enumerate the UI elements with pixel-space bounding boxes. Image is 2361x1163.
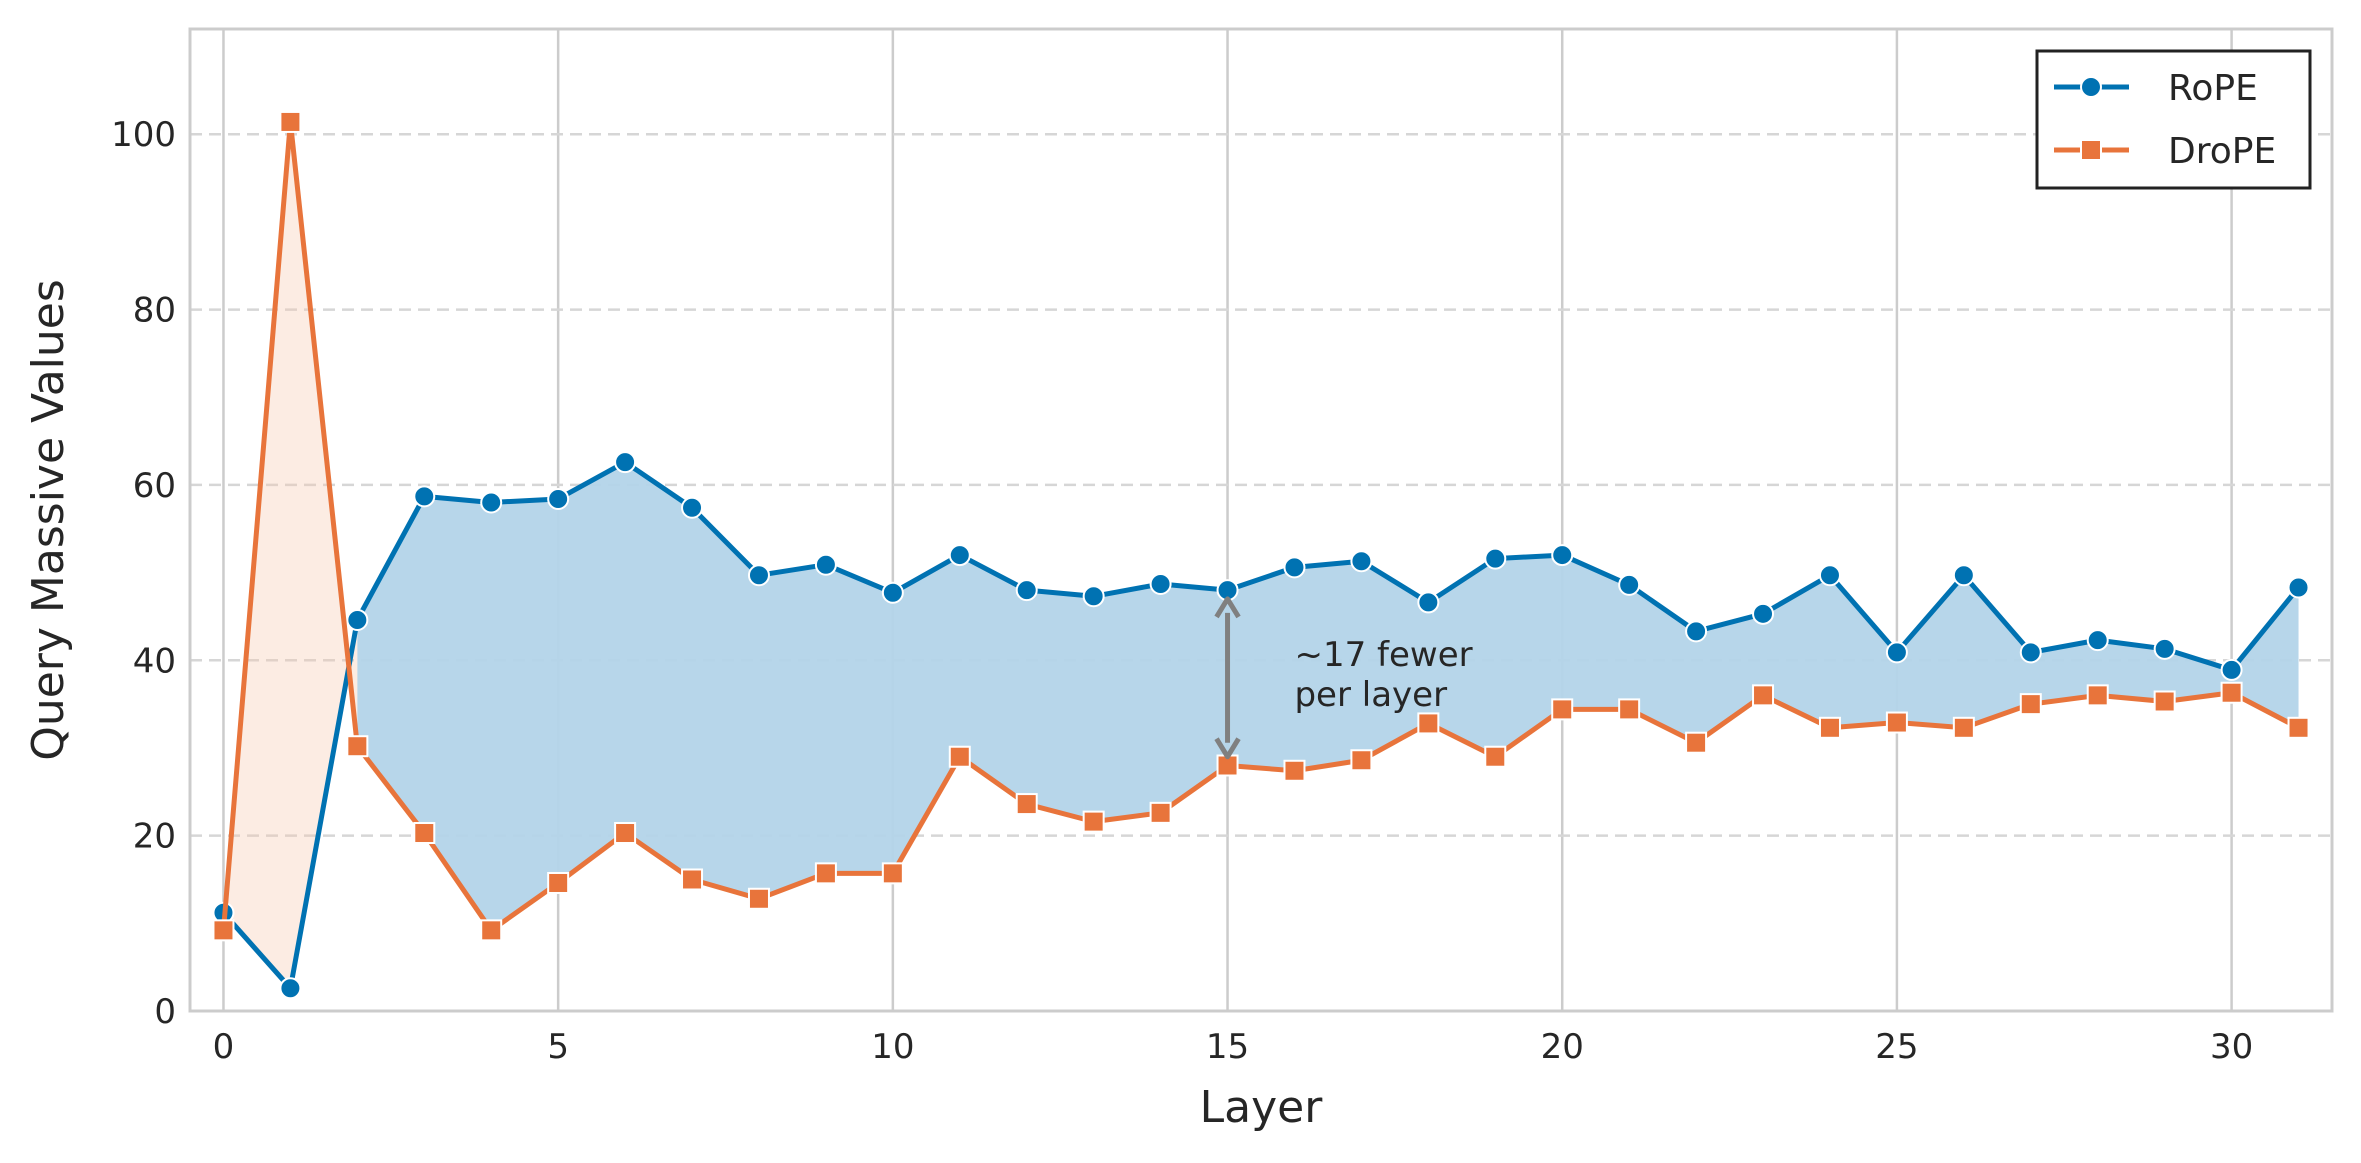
fill-between-area: [223, 121, 2299, 989]
data-point-rope: [881, 581, 904, 604]
annotation-arrow-head-up: [1214, 596, 1241, 619]
data-point-drope: [681, 868, 704, 891]
data-point-rope: [1618, 573, 1641, 596]
data-point-drope: [1818, 716, 1841, 739]
data-point-rope: [1283, 556, 1306, 579]
series-line-rope: [221, 459, 2301, 991]
data-point-drope: [1484, 745, 1507, 768]
y-tick-label: 0: [154, 992, 176, 1032]
x-tick-label: 0: [213, 1027, 235, 1067]
y-tick-label: 100: [111, 115, 176, 155]
x-tick-label: 15: [1206, 1027, 1249, 1067]
y-tick-label: 20: [133, 817, 176, 857]
data-point-rope: [1685, 620, 1708, 643]
data-point-rope: [2153, 637, 2176, 660]
data-point-drope: [1283, 759, 1306, 782]
data-point-drope: [279, 110, 302, 133]
x-axis-label: Layer: [1200, 1082, 1324, 1133]
data-point-drope: [413, 822, 436, 845]
data-point-rope: [681, 496, 704, 519]
data-point-drope: [614, 822, 637, 845]
data-point-drope: [2086, 684, 2109, 707]
data-point-rope: [480, 491, 503, 514]
y-tick-label: 60: [133, 466, 176, 506]
data-point-drope: [948, 745, 971, 768]
annotation: ~17 fewer per layer: [1214, 596, 1473, 760]
data-point-rope: [1885, 641, 1908, 664]
data-point-rope: [2086, 629, 2109, 652]
data-point-drope: [2220, 681, 2243, 704]
legend: RoPE DroPE: [2035, 49, 2312, 190]
data-point-rope: [1952, 564, 1975, 587]
y-axis-label: Query Massive Values: [23, 279, 74, 761]
data-point-rope: [547, 487, 570, 510]
data-point-drope: [2019, 693, 2042, 716]
legend-marker-rope: [2080, 76, 2102, 98]
gap-fill-area: [357, 462, 2299, 931]
data-point-drope: [1752, 684, 1775, 707]
legend-label-drope: DroPE: [2168, 131, 2276, 172]
legend-marker-drope: [2080, 139, 2102, 161]
data-point-rope: [1350, 550, 1373, 573]
data-point-rope: [1551, 544, 1574, 567]
early-fill-area: [223, 121, 358, 989]
series-rope: [212, 451, 2310, 1000]
data-point-rope: [747, 564, 770, 587]
data-point-drope: [1015, 793, 1038, 816]
data-point-drope: [1551, 698, 1574, 721]
data-point-rope: [2220, 658, 2243, 681]
data-point-rope: [346, 608, 369, 631]
legend-label-rope: RoPE: [2168, 68, 2258, 109]
data-point-rope: [1752, 602, 1775, 625]
data-point-rope: [614, 451, 637, 474]
plot-frame: [188, 27, 2334, 1013]
data-point-drope: [747, 887, 770, 910]
data-point-rope: [1484, 547, 1507, 570]
x-tick-label: 20: [1541, 1027, 1584, 1067]
data-point-rope: [1818, 564, 1841, 587]
annotation-arrow-head-down: [1214, 737, 1241, 760]
series-layer: [212, 110, 2310, 1000]
annotation-line-1: ~17 fewer: [1294, 635, 1472, 675]
data-point-rope: [1149, 573, 1172, 596]
data-point-rope: [1015, 579, 1038, 602]
data-point-rope: [2287, 576, 2310, 599]
data-point-drope: [814, 862, 837, 885]
x-tick-label: 5: [547, 1027, 569, 1067]
data-point-rope: [279, 977, 302, 1000]
data-point-drope: [1149, 801, 1172, 824]
data-point-drope: [1685, 731, 1708, 754]
data-point-drope: [1417, 712, 1440, 735]
data-point-drope: [2153, 690, 2176, 713]
legend-box: [2035, 49, 2312, 190]
data-point-drope: [1618, 698, 1641, 721]
data-point-drope: [1350, 749, 1373, 772]
x-tick-label: 10: [871, 1027, 914, 1067]
y-tick-label: 40: [133, 641, 176, 681]
annotation-line-2: per layer: [1294, 675, 1447, 715]
data-point-drope: [2287, 716, 2310, 739]
data-point-rope: [2019, 641, 2042, 664]
data-point-drope: [1885, 711, 1908, 734]
data-point-rope: [1082, 585, 1105, 608]
data-point-drope: [212, 919, 235, 942]
data-point-rope: [1417, 591, 1440, 614]
x-tick-label: 30: [2210, 1027, 2253, 1067]
data-point-rope: [948, 544, 971, 567]
data-point-drope: [547, 871, 570, 894]
data-point-rope: [814, 553, 837, 576]
y-tick-label: 80: [133, 291, 176, 331]
data-point-rope: [413, 485, 436, 508]
data-point-drope: [881, 862, 904, 885]
series-drope: [212, 110, 2310, 942]
data-point-drope: [480, 919, 503, 942]
x-tick-label: 25: [1875, 1027, 1918, 1067]
series-line-drope: [220, 119, 2300, 933]
data-point-drope: [1082, 810, 1105, 833]
data-point-drope: [346, 735, 369, 758]
data-point-drope: [1952, 716, 1975, 739]
tick-labels: 0 5 10 15 20 25 30 0 20 40 60 80 100: [111, 115, 2253, 1067]
